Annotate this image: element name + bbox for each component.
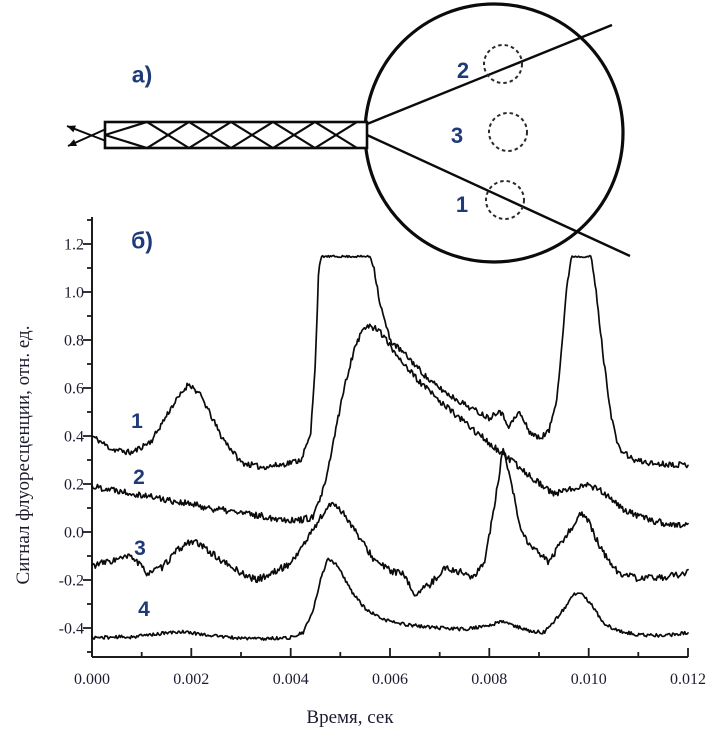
y-tick-label: 0.0 (64, 525, 84, 542)
curve-4 (91, 557, 689, 641)
curve-label-3: 3 (134, 537, 146, 560)
chamber-circle (363, 2, 625, 264)
y-tick-label: 0.8 (64, 333, 84, 350)
x-tick-label: 0.006 (372, 671, 408, 688)
x-tick-label: 0.004 (273, 671, 309, 688)
x-axis-title: Время, сек (306, 707, 394, 728)
y-tick-label: -0.2 (59, 573, 84, 590)
y-axis-title: Сигнал флуоресценции, отн. ед. (13, 325, 34, 585)
curve-3 (91, 447, 689, 597)
optical-fiber (103, 120, 369, 150)
x-tick-label: 0.012 (670, 671, 706, 688)
fiber-braid-line (104, 120, 358, 150)
setup-diagram (66, 2, 631, 264)
beam-line-lower (366, 133, 631, 258)
curve-label-2: 2 (133, 466, 145, 489)
tick-labels: 1.2 1.0 0.8 0.6 0.4 0.2 0.0 -0.2 -0.4 0.000 0.002 0… (59, 237, 706, 689)
sample-spot-3 (488, 112, 528, 152)
beam-line-upper (366, 23, 613, 126)
sample-spot-2 (483, 44, 523, 84)
panel-b-label: б) (131, 227, 153, 254)
fiber-braid-line (104, 120, 358, 150)
plot-axes (83, 217, 689, 658)
y-tick-label: 0.2 (64, 477, 84, 494)
fluorescence-curves (91, 254, 689, 641)
spot-label-3: 3 (450, 123, 464, 148)
curve-label-4: 4 (138, 598, 150, 621)
y-tick-label: 0.4 (64, 429, 84, 446)
x-tick-label: 0.000 (74, 671, 110, 688)
y-tick-label: 1.2 (64, 237, 84, 254)
curve-1 (91, 254, 689, 471)
x-tick-label: 0.008 (471, 671, 507, 688)
x-tick-label: 0.010 (571, 671, 607, 688)
curve-label-1: 1 (131, 410, 143, 433)
light-arrow-icon (66, 125, 107, 142)
y-tick-label: 1.0 (64, 285, 84, 302)
spot-label-2: 2 (456, 58, 470, 83)
x-tick-label: 0.002 (173, 671, 209, 688)
sample-spot-1 (485, 180, 525, 220)
curve-2 (91, 323, 689, 529)
light-arrow-icon (67, 128, 107, 147)
y-tick-label: -0.4 (59, 621, 84, 638)
panel-a-label: а) (131, 61, 153, 88)
spot-label-1: 1 (455, 192, 469, 217)
y-tick-label: 0.6 (64, 381, 84, 398)
